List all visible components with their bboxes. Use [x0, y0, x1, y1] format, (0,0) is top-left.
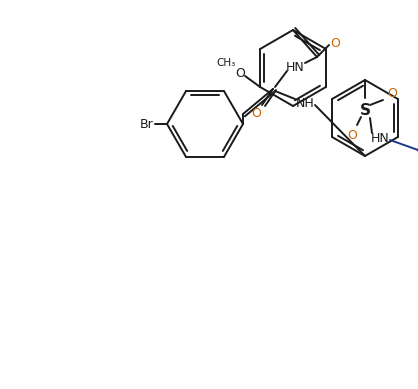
- Text: S: S: [359, 102, 370, 117]
- Text: HN: HN: [371, 131, 390, 144]
- Text: O: O: [235, 67, 245, 79]
- Text: HN: HN: [285, 61, 304, 74]
- Text: O: O: [330, 37, 340, 49]
- Text: O: O: [387, 86, 397, 100]
- Text: Br: Br: [140, 117, 154, 130]
- Text: O: O: [347, 128, 357, 142]
- Text: NH: NH: [296, 96, 314, 109]
- Text: O: O: [251, 107, 261, 119]
- Text: CH₃: CH₃: [217, 58, 236, 68]
